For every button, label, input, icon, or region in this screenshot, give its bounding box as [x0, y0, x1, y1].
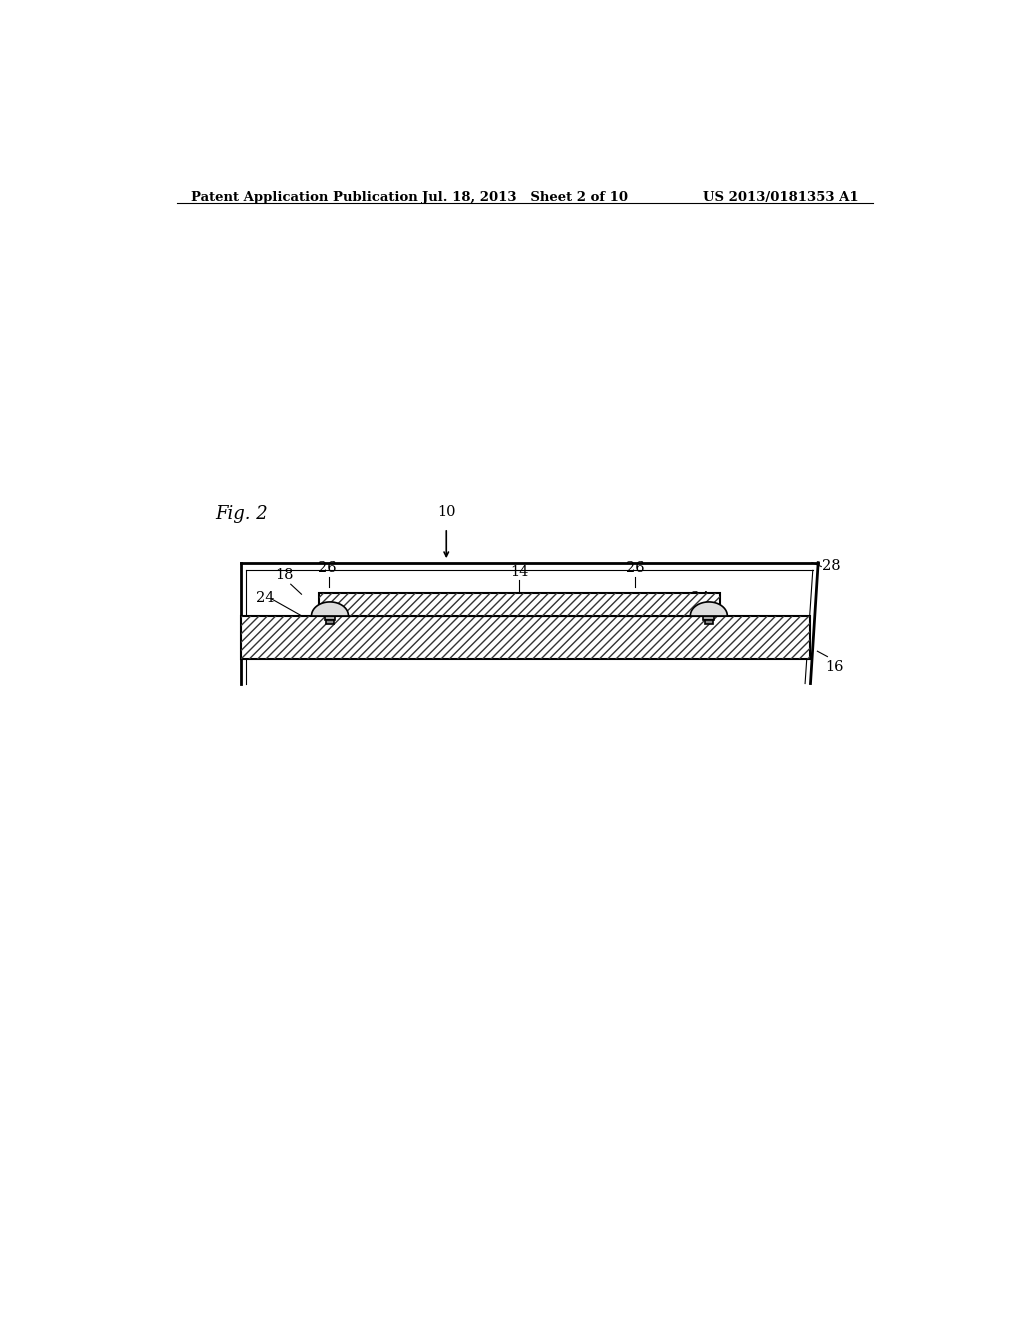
Text: Jul. 18, 2013   Sheet 2 of 10: Jul. 18, 2013 Sheet 2 of 10 [422, 191, 628, 203]
Bar [319, 593, 720, 615]
Bar [241, 615, 810, 659]
Bar [241, 615, 810, 659]
Bar [326, 620, 334, 624]
Bar [319, 593, 720, 615]
Text: Fig. 2: Fig. 2 [215, 506, 268, 523]
Text: 10: 10 [437, 504, 456, 519]
Text: 26: 26 [626, 561, 644, 576]
Polygon shape [690, 602, 727, 615]
Text: US 2013/0181353 A1: US 2013/0181353 A1 [703, 191, 859, 203]
Text: 24: 24 [691, 591, 710, 605]
Text: 28: 28 [822, 560, 841, 573]
Text: 18: 18 [275, 568, 294, 582]
Text: 24: 24 [256, 591, 274, 605]
Text: Patent Application Publication: Patent Application Publication [190, 191, 418, 203]
Polygon shape [311, 602, 348, 615]
Text: 14: 14 [510, 565, 528, 579]
Text: 16: 16 [825, 660, 844, 675]
Bar [703, 615, 714, 620]
Bar [325, 615, 336, 620]
Text: 26: 26 [317, 561, 336, 576]
Bar [705, 620, 713, 624]
